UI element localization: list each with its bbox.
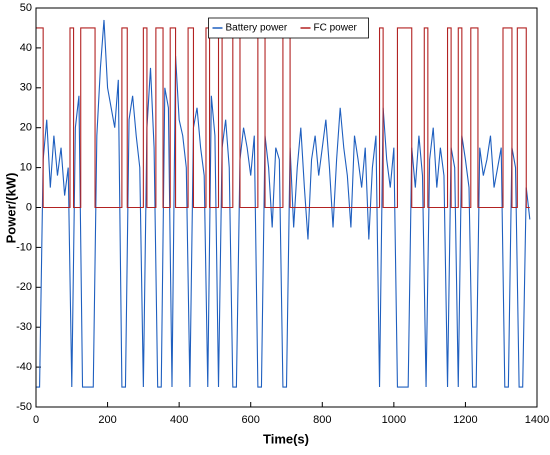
x-tick-label: 200 (98, 414, 116, 426)
x-axis-label: Time(s) (263, 431, 309, 446)
x-tick-label: 0 (33, 414, 39, 426)
x-tick-label: 1200 (453, 414, 477, 426)
plot-frame (35, 7, 538, 408)
x-tick-label: 800 (313, 414, 331, 426)
y-axis-label: Power/(kW) (3, 173, 18, 244)
y-tick-label: 0 (26, 201, 32, 213)
y-tick-label: -40 (16, 361, 32, 373)
y-tick-label: 50 (20, 2, 32, 14)
x-tick-label: 1000 (382, 414, 406, 426)
y-tick-label: 40 (20, 42, 32, 54)
legend-label: FC power (314, 23, 358, 34)
legend-label: Battery power (226, 23, 288, 34)
y-tick-label: 10 (20, 162, 32, 174)
legend-box (208, 17, 369, 39)
y-tick-label: 20 (20, 122, 32, 134)
y-tick-label: -20 (16, 281, 32, 293)
y-tick-label: -50 (16, 401, 32, 413)
y-tick-label: -10 (16, 241, 32, 253)
x-tick-label: 400 (170, 414, 188, 426)
series-line (36, 19, 531, 388)
y-tick-label: 30 (20, 82, 32, 94)
series-line (36, 27, 530, 209)
x-tick-label: 1400 (525, 414, 549, 426)
x-tick-label: 600 (242, 414, 260, 426)
y-tick-label: -30 (16, 321, 32, 333)
